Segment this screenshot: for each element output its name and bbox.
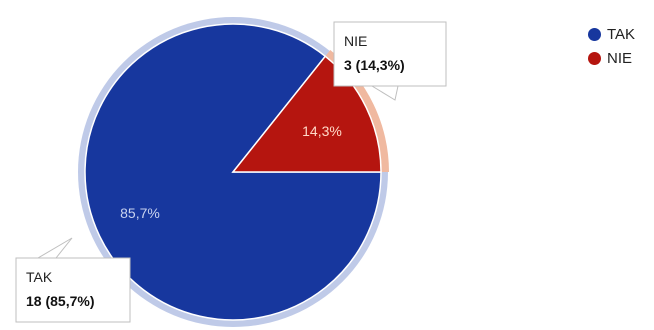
callout-tak: TAK 18 (85,7%) <box>15 237 131 323</box>
legend: TAK NIE <box>588 22 635 70</box>
pie-callouts: TAK 18 (85,7%) NIE 3 (14,3%) <box>15 21 447 323</box>
legend-item-nie[interactable]: NIE <box>588 46 635 70</box>
legend-label-tak: TAK <box>607 25 636 43</box>
pie-slice-labels: 85,7% 14,3% <box>120 123 342 221</box>
legend-swatch-tak <box>588 27 601 41</box>
slice-label-nie: 14,3% <box>302 123 342 139</box>
callout-value: 3 (14,3%) <box>344 57 405 73</box>
callout-value: 18 (85,7%) <box>26 293 94 309</box>
legend-swatch-nie <box>588 51 601 65</box>
legend-label-nie: NIE <box>607 49 633 67</box>
callout-box <box>333 21 447 87</box>
callout-nie: NIE 3 (14,3%) <box>333 21 447 101</box>
callout-pointer <box>36 237 73 259</box>
callout-title: NIE <box>344 33 367 49</box>
callout-pointer <box>370 85 399 101</box>
callout-box <box>15 257 131 323</box>
slice-label-tak: 85,7% <box>120 205 160 221</box>
callout-title: TAK <box>26 269 53 285</box>
legend-item-tak[interactable]: TAK <box>588 22 635 46</box>
